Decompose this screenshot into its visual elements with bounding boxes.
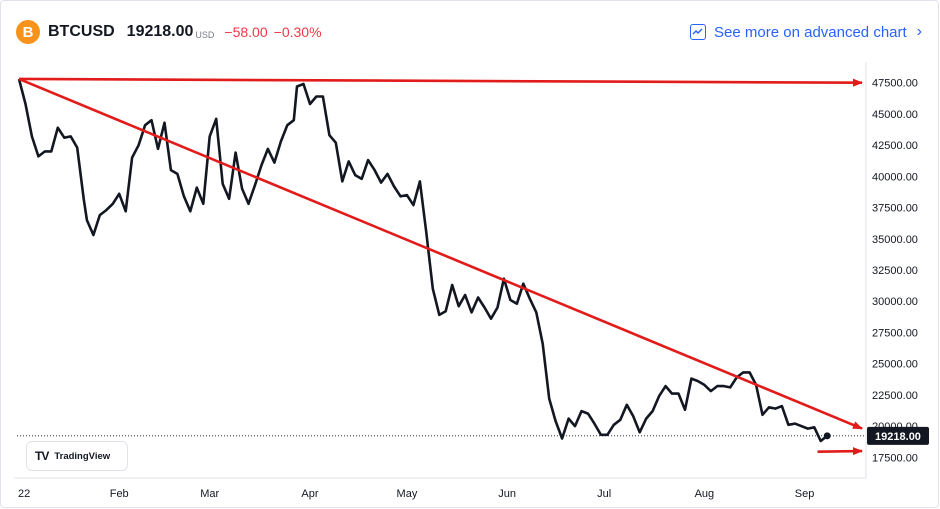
x-tick-label: Aug [695, 488, 715, 500]
trend-arrow [817, 447, 863, 456]
last-price-label: 19218.00 [867, 426, 929, 445]
advanced-chart-link[interactable]: See more on advanced chart › [690, 18, 922, 46]
y-tick-label: 32500.00 [872, 265, 918, 277]
y-tick-label: 25000.00 [872, 359, 918, 371]
x-tick-label: May [397, 488, 418, 500]
x-tick-label: Mar [200, 488, 219, 500]
advanced-chart-label: See more on advanced chart [714, 23, 907, 41]
symbol-name[interactable]: BTCUSD [48, 23, 115, 40]
y-tick-label: 17500.00 [872, 452, 918, 464]
x-tick-label: Feb [110, 488, 129, 500]
bitcoin-icon: B [16, 20, 40, 44]
chart-line-icon [690, 24, 707, 40]
last-price: 19218.00 [126, 23, 194, 40]
x-tick-label: Apr [301, 488, 318, 500]
price-currency: USD [195, 29, 215, 40]
trend-arrow [18, 77, 863, 430]
symbol-header: B BTCUSD 19218.00 USD −58.00 −0.30% [16, 18, 328, 46]
y-tick-label: 47500.00 [872, 78, 918, 90]
y-tick-label: 30000.00 [872, 296, 918, 308]
y-tick-label: 35000.00 [872, 234, 918, 246]
price-axis: 17500.0020000.0022500.0025000.0027500.00… [872, 78, 918, 465]
price-series-line [17, 78, 829, 443]
y-tick-label: 45000.00 [872, 109, 918, 121]
x-tick-label: Jun [498, 488, 516, 500]
tradingview-badge[interactable]: TV TradingView [26, 441, 128, 471]
last-price-dot [823, 432, 831, 440]
price-change: −58.00 [224, 24, 268, 40]
tradingview-label: TradingView [54, 450, 111, 462]
y-tick-label: 27500.00 [872, 327, 918, 339]
tradingview-logo-icon: TV [35, 449, 49, 463]
y-tick-label: 40000.00 [872, 171, 918, 183]
chevron-right-icon: › [916, 23, 922, 40]
trend-arrows [18, 77, 863, 456]
trend-arrow [18, 77, 863, 87]
x-tick-label: 22 [18, 488, 30, 500]
y-tick-label: 22500.00 [872, 390, 918, 402]
x-tick-label: Sep [795, 488, 815, 500]
x-tick-label: Jul [597, 488, 611, 500]
last-price-label-text: 19218.00 [875, 431, 921, 443]
price-change-percent: −0.30% [273, 24, 322, 40]
time-axis: 22 Feb Mar Apr May Jun Jul Aug Sep [18, 488, 814, 500]
y-tick-label: 37500.00 [872, 203, 918, 215]
y-tick-label: 42500.00 [872, 140, 918, 152]
